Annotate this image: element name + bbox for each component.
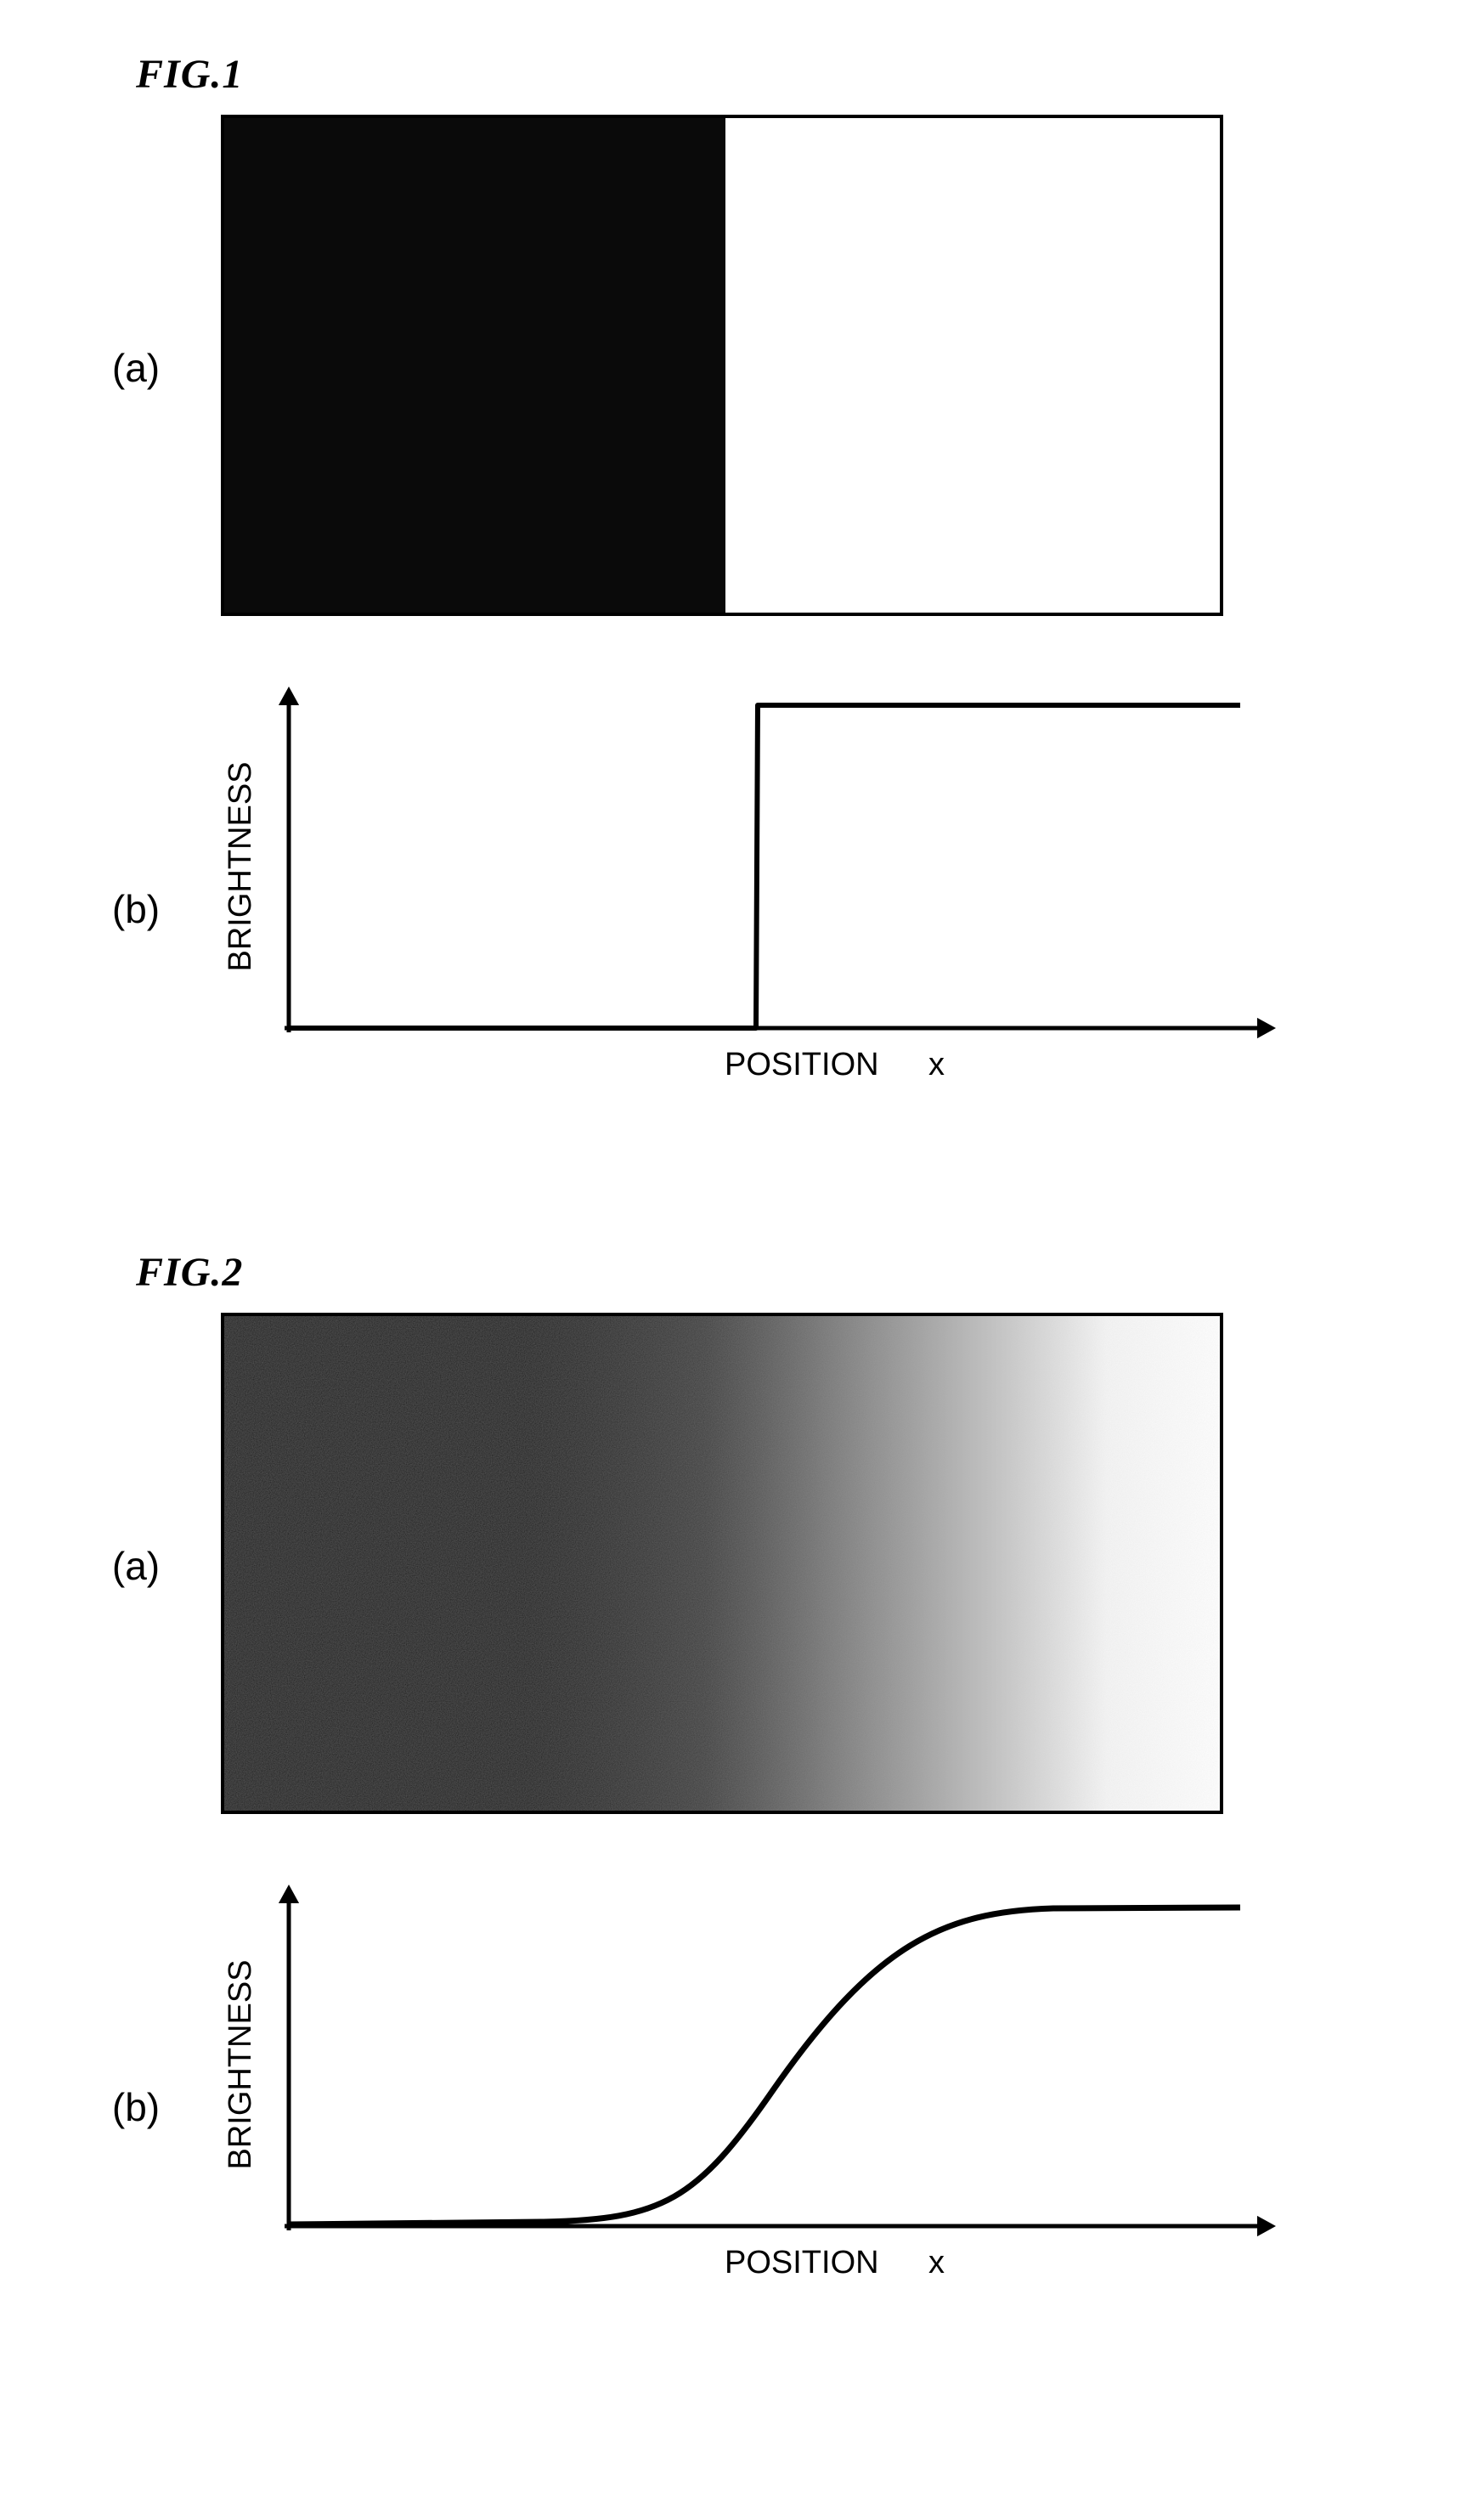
fig2-image [221, 1313, 1223, 1814]
fig2-title: FIG.2 [136, 1249, 1433, 1296]
fig1-title: FIG.1 [136, 51, 1433, 98]
fig2-panel-a-label: (a) [51, 1543, 221, 1589]
fig1-panel-b-row: (b) BRIGHTNESS POSITION x [51, 671, 1433, 1147]
fig1-panel-a-row: (a) [51, 115, 1433, 620]
svg-text:BRIGHTNESS: BRIGHTNESS [223, 1959, 258, 2169]
svg-text:POSITION: POSITION [725, 2245, 879, 2280]
fig1-panel-a-content [221, 115, 1223, 620]
fig1-panel-b-label: (b) [51, 886, 221, 932]
fig1-chart: BRIGHTNESS POSITION x [221, 671, 1291, 1147]
svg-text:x: x [928, 2245, 945, 2280]
fig2-chart: BRIGHTNESS POSITION x [221, 1869, 1291, 2345]
fig2-panel-b-row: (b) BRIGHTNESS POSITION x [51, 1869, 1433, 2345]
svg-text:x: x [928, 1047, 945, 1082]
figure-1: FIG.1 (a) (b) BRIGHTNESS POSITION x [51, 51, 1433, 1147]
fig2-panel-b-content: BRIGHTNESS POSITION x [221, 1869, 1291, 2345]
fig2-panel-a-row: (a) [51, 1313, 1433, 1818]
fig1-panel-b-content: BRIGHTNESS POSITION x [221, 671, 1291, 1147]
fig1-panel-a-label: (a) [51, 345, 221, 391]
svg-text:BRIGHTNESS: BRIGHTNESS [223, 761, 258, 971]
fig1-image [221, 115, 1223, 616]
svg-text:POSITION: POSITION [725, 1047, 879, 1082]
fig2-panel-a-content [221, 1313, 1223, 1818]
fig2-panel-b-label: (b) [51, 2084, 221, 2130]
figure-2: FIG.2 (a) (b) BRIGHTNESS POSITION x [51, 1249, 1433, 2345]
